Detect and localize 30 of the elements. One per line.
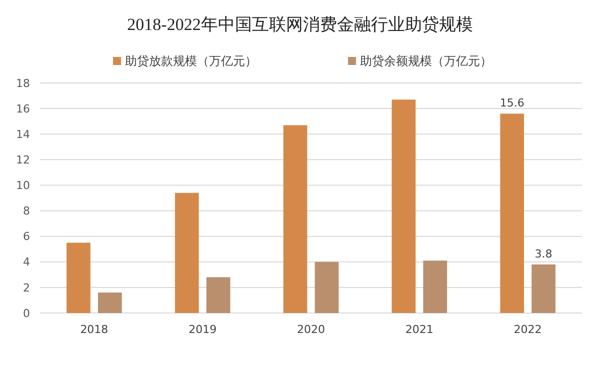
data-label: 15.6 (500, 96, 524, 110)
chart-title: 2018-2022年中国互联网消费金融行业助贷规模 (127, 15, 473, 34)
x-tick-label: 2021 (405, 323, 434, 336)
y-tick-label: 16 (16, 102, 30, 116)
y-tick-label: 8 (23, 204, 30, 218)
y-tick-label: 10 (16, 179, 30, 192)
x-tick-label: 2019 (188, 323, 217, 336)
bar (174, 192, 199, 313)
y-tick-label: 12 (16, 154, 30, 167)
x-tick-label: 2020 (297, 323, 325, 336)
y-tick-label: 4 (23, 256, 30, 269)
bar (500, 114, 524, 313)
y-tick-label: 14 (16, 128, 30, 141)
y-tick-label: 0 (23, 306, 30, 320)
y-tick-label: 18 (16, 76, 30, 90)
legend-label: 助贷放款规模（万亿元） (125, 54, 257, 68)
x-tick-label: 2018 (80, 323, 108, 336)
bar (98, 292, 122, 313)
bar (532, 264, 556, 313)
bar (283, 125, 308, 313)
bar (423, 260, 448, 313)
bar (206, 277, 230, 313)
legend-label: 助贷余额规模（万亿元） (360, 54, 492, 68)
bar (66, 242, 90, 313)
bar (392, 100, 416, 313)
y-tick-label: 6 (23, 230, 30, 244)
bar (314, 262, 339, 313)
x-tick-label: 2022 (514, 323, 542, 336)
data-label: 3.8 (534, 247, 552, 260)
y-tick-label: 2 (23, 281, 30, 294)
